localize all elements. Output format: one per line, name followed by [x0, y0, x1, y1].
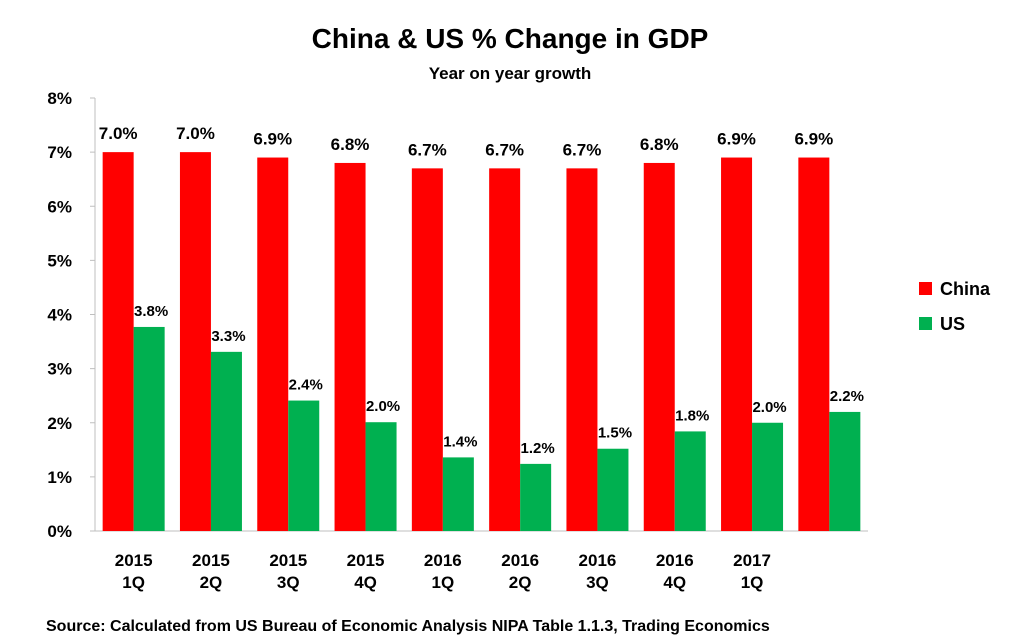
x-tick-label: 4Q [354, 573, 377, 592]
bar-us [365, 422, 397, 531]
x-tick-label: 2016 [656, 551, 694, 570]
bar-us [133, 326, 165, 531]
y-tick-label: 1% [47, 468, 72, 487]
data-label-us: 2.0% [366, 398, 400, 415]
legend-label-us: US [940, 314, 965, 334]
bar-china [798, 157, 830, 531]
legend-label-china: China [940, 279, 991, 299]
bar-us [829, 411, 861, 531]
data-label-us: 2.4% [289, 377, 323, 394]
chart-subtitle: Year on year growth [429, 64, 592, 83]
x-tick-label: 1Q [741, 573, 764, 592]
bar-china [566, 168, 598, 532]
bar-us [597, 448, 629, 531]
data-label-china: 6.9% [717, 130, 756, 149]
data-labels: 7.0% 7.0% 6.9% 6.8% 6.7% 6.7% 6.7% 6.8% 6.9% 6.9%… [99, 124, 864, 457]
data-label-china: 6.9% [794, 130, 833, 149]
legend-swatch-china [919, 282, 932, 295]
x-tick-label: 2015 [192, 551, 230, 570]
x-tick-label: 3Q [277, 573, 300, 592]
x-tick-label: 4Q [663, 573, 686, 592]
y-tick-label: 7% [47, 143, 72, 162]
x-tick-label: 2017 [733, 551, 771, 570]
data-label-us: 1.4% [443, 433, 477, 450]
x-tick-label: 2016 [424, 551, 462, 570]
x-tick-label: 2016 [579, 551, 617, 570]
y-axis: 0% 1% 2% 3% 4% 5% 6% 7% 8% [47, 89, 96, 541]
x-tick-label: 2016 [501, 551, 539, 570]
chart-title: China & US % Change in GDP [312, 23, 709, 54]
y-tick-label: 6% [47, 197, 72, 216]
y-tick-label: 0% [47, 522, 72, 541]
x-tick-label: 3Q [586, 573, 609, 592]
bars [102, 152, 861, 532]
y-tick-label: 4% [47, 306, 72, 325]
data-label-china: 6.7% [485, 140, 524, 159]
x-tick-label: 2015 [347, 551, 385, 570]
data-label-us: 1.8% [675, 407, 709, 424]
bar-china [489, 168, 521, 532]
source-note: Source: Calculated from US Bureau of Eco… [46, 618, 770, 635]
data-label-us: 1.2% [521, 440, 555, 457]
data-label-china: 6.9% [253, 130, 292, 149]
bar-china [179, 152, 211, 531]
data-label-us: 3.8% [134, 303, 168, 320]
bar-china [643, 162, 675, 531]
x-tick-label: 2015 [115, 551, 153, 570]
bar-us [674, 431, 706, 531]
y-tick-label: 8% [47, 89, 72, 108]
bar-china [334, 162, 366, 531]
data-label-china: 6.7% [563, 140, 602, 159]
data-label-china: 6.8% [331, 135, 370, 154]
data-label-us: 2.2% [830, 388, 864, 405]
x-tick-label: 1Q [432, 573, 455, 592]
x-axis: 2015 1Q 2015 2Q 2015 3Q 2015 4Q 2016 1Q 2016 2Q 2016… [95, 530, 868, 592]
bar-us [210, 351, 242, 531]
x-tick-label: 2Q [200, 573, 223, 592]
y-tick-label: 3% [47, 360, 72, 379]
data-label-china: 7.0% [99, 124, 138, 143]
y-tick-label: 5% [47, 251, 72, 270]
legend-swatch-us [919, 317, 932, 330]
data-label-china: 6.8% [640, 135, 679, 154]
y-tick-label: 2% [47, 414, 72, 433]
x-tick-label: 2015 [269, 551, 307, 570]
bar-us [752, 422, 784, 531]
legend: China US [919, 279, 991, 334]
bar-us [288, 400, 320, 531]
x-tick-label: 1Q [122, 573, 145, 592]
bar-china [411, 168, 443, 532]
bar-us [442, 457, 474, 531]
bar-china [257, 157, 289, 531]
x-tick-label: 2Q [509, 573, 532, 592]
data-label-us: 1.5% [598, 425, 632, 442]
bar-us [520, 463, 552, 531]
data-label-china: 6.7% [408, 140, 447, 159]
data-label-us: 2.0% [752, 399, 786, 416]
bar-china [721, 157, 753, 531]
data-label-china: 7.0% [176, 124, 215, 143]
bar-china [102, 152, 134, 531]
data-label-us: 3.3% [211, 328, 245, 345]
